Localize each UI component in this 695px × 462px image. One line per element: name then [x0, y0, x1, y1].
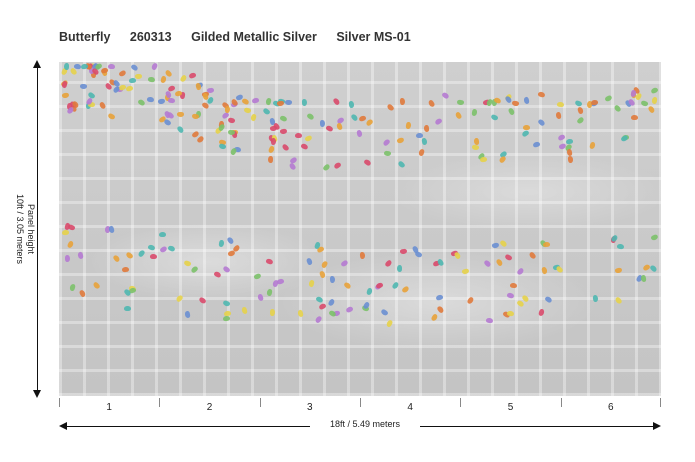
wallpaper-preview	[59, 62, 661, 396]
butterfly-motif	[159, 231, 167, 238]
butterfly-motif	[168, 97, 176, 104]
height-arrow	[33, 60, 41, 398]
colorway-name: Silver MS-01	[336, 30, 411, 44]
width-label: 18ft / 5.49 meters	[310, 419, 420, 429]
butterfly-motif	[63, 62, 69, 71]
panel-number: 6	[608, 402, 614, 413]
panel-divider-tick	[360, 398, 361, 407]
butterfly-motif	[134, 73, 143, 80]
butterfly-motif	[396, 264, 402, 272]
panel-number: 5	[507, 402, 514, 413]
height-label: Panel height 10ft / 3.05 meters	[14, 169, 36, 289]
butterfly-motif	[79, 83, 87, 90]
butterfly-motif	[124, 306, 132, 311]
butterfly-motif	[267, 155, 273, 163]
butterfly-motif	[227, 129, 236, 135]
butterfly-motif	[509, 282, 517, 289]
butterfly-motif	[295, 132, 303, 138]
panel-divider-tick	[660, 398, 661, 407]
height-label-line1: Panel height	[26, 203, 36, 255]
header: Butterfly 260313 Gilded Metallic Silver …	[59, 30, 427, 44]
panel-divider-tick	[159, 398, 160, 407]
butterfly-motif	[64, 254, 70, 262]
butterfly-motif	[149, 254, 157, 260]
butterfly-motif	[523, 124, 531, 130]
butterfly-motif	[319, 119, 325, 127]
butterfly-motif	[147, 76, 156, 83]
height-label-line2: 10ft / 3.05 meters	[15, 193, 25, 265]
butterfly-motif	[630, 114, 638, 120]
butterfly-motif	[506, 310, 515, 317]
texture-wash	[59, 62, 661, 396]
panel-number: 3	[307, 402, 313, 413]
butterfly-motif	[423, 124, 430, 133]
butterfly-motif	[556, 101, 564, 107]
butterfly-motif	[128, 77, 136, 84]
panel-number: 2	[206, 402, 213, 413]
pattern-name: Butterfly	[59, 30, 111, 44]
panel-divider-tick	[561, 398, 562, 407]
finish-name: Gilded Metallic Silver	[191, 30, 317, 44]
pattern-code: 260313	[129, 30, 172, 44]
panel-divider-tick	[460, 398, 461, 407]
butterfly-motif	[485, 317, 493, 324]
panel-number: 4	[407, 402, 413, 413]
panel-divider-tick	[260, 398, 261, 407]
panel-number: 1	[106, 402, 112, 413]
butterfly-motif	[616, 243, 624, 250]
panel-ruler	[59, 398, 661, 410]
panel-divider-tick	[59, 398, 60, 407]
butterfly-motif	[107, 63, 115, 70]
